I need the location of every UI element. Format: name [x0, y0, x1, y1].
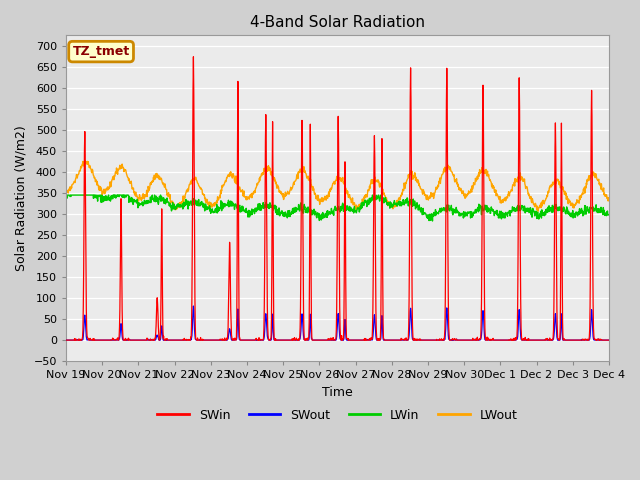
LWin	[422, 211, 429, 216]
Line: SWin: SWin	[66, 57, 609, 340]
SWout	[541, 337, 548, 343]
SWin	[244, 337, 252, 343]
LWout	[534, 208, 542, 214]
LWin	[493, 207, 500, 213]
Text: TZ_tmet: TZ_tmet	[72, 45, 130, 58]
LWout	[422, 193, 429, 199]
LWin	[429, 218, 436, 224]
Legend: SWin, SWout, LWin, LWout: SWin, SWout, LWin, LWout	[152, 404, 522, 427]
Line: LWout: LWout	[66, 161, 609, 211]
LWin	[62, 194, 70, 200]
X-axis label: Time: Time	[322, 386, 353, 399]
Y-axis label: Solar Radiation (W/m2): Solar Radiation (W/m2)	[15, 125, 28, 271]
SWout	[422, 337, 429, 343]
LWout	[541, 198, 548, 204]
SWout	[170, 337, 177, 343]
LWout	[183, 189, 191, 194]
LWout	[244, 195, 252, 201]
Line: SWout: SWout	[66, 306, 609, 340]
SWin	[62, 337, 70, 343]
SWin	[422, 337, 429, 343]
Line: LWin: LWin	[66, 195, 609, 221]
SWout	[183, 337, 191, 343]
SWout	[244, 337, 252, 343]
LWout	[62, 186, 70, 192]
LWin	[183, 198, 191, 204]
SWin	[493, 337, 500, 343]
SWout	[605, 337, 612, 343]
LWin	[605, 212, 612, 217]
SWout	[62, 337, 70, 343]
LWin	[63, 192, 70, 198]
SWin	[189, 54, 197, 60]
LWin	[170, 203, 178, 209]
LWin	[541, 212, 548, 217]
LWout	[493, 191, 500, 197]
SWin	[170, 337, 177, 343]
SWin	[605, 337, 612, 343]
SWout	[493, 337, 500, 343]
Title: 4-Band Solar Radiation: 4-Band Solar Radiation	[250, 15, 425, 30]
SWin	[183, 337, 191, 343]
LWout	[605, 195, 612, 201]
SWout	[189, 303, 197, 309]
LWin	[244, 211, 252, 216]
LWout	[81, 158, 89, 164]
LWout	[170, 201, 178, 206]
SWin	[541, 337, 548, 343]
